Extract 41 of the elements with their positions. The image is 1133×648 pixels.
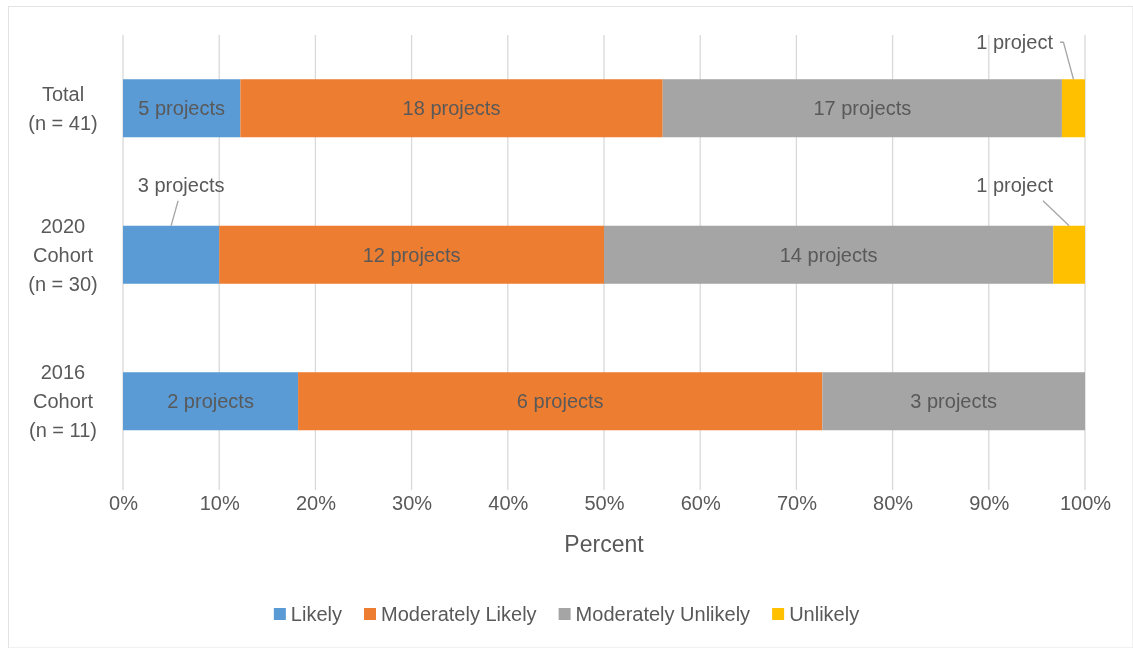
annotation: 14 projects [779, 243, 878, 266]
legend-label: Likely [290, 603, 342, 625]
bar [822, 372, 1085, 431]
legend-label: Moderately Unlikely [575, 603, 751, 625]
annotation: 3 projects [137, 173, 225, 196]
x-tick-label: 50% [584, 492, 625, 515]
y-tick-label: 2016 Cohort (n = 11) [29, 361, 97, 442]
x-tick-label: 10% [199, 492, 240, 515]
legend-label: Unlikely [789, 603, 860, 625]
legend-label: Moderately Likely [380, 603, 537, 625]
bar [123, 372, 299, 431]
annotation: 2 projects [167, 390, 254, 413]
annotation: 1 project [976, 173, 1054, 196]
annotation: 3 projects [910, 390, 998, 413]
bar [123, 225, 220, 284]
x-tick-label: 30% [392, 492, 433, 515]
bar [1061, 79, 1085, 138]
x-tick-label: 70% [776, 492, 818, 515]
x-tick-label: 90% [969, 492, 1010, 515]
x-tick-label: 100% [1059, 492, 1112, 515]
bar [662, 79, 1062, 138]
annotation: 6 projects [516, 390, 604, 413]
x-tick-label: 0% [109, 492, 139, 515]
annotation: 17 projects [813, 97, 912, 120]
bar [219, 225, 604, 284]
y-tick-label: 2020 Cohort (n = 30) [28, 214, 98, 295]
bar [240, 79, 663, 138]
annotation: 18 projects [402, 97, 501, 120]
bar [604, 225, 1054, 284]
y-tick-label: Total (n = 41) [28, 82, 98, 134]
annotation: 5 projects [138, 97, 226, 120]
bar [298, 372, 823, 431]
bar [1053, 225, 1085, 284]
bar [123, 79, 241, 138]
annotation: 12 projects [362, 243, 461, 266]
x-tick-label: 60% [680, 492, 721, 515]
annotation: 1 project [976, 31, 1054, 54]
x-tick-label: 20% [295, 492, 337, 515]
x-tick-label: 40% [488, 492, 529, 515]
x-tick-label: 80% [873, 492, 914, 515]
x-axis-title: Percent [564, 531, 645, 558]
